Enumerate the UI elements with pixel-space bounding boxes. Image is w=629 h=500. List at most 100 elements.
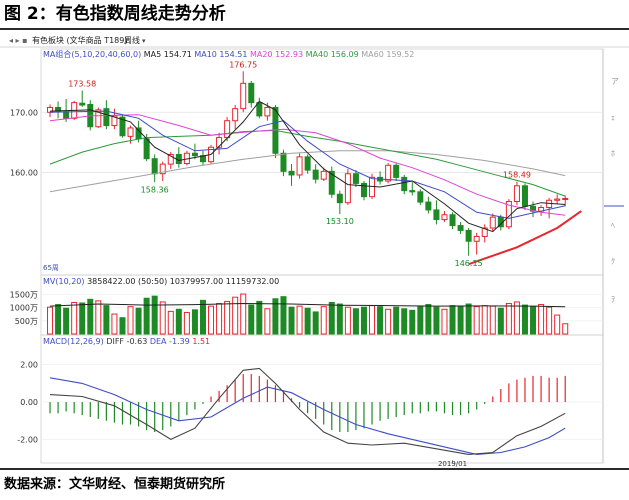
- volume-bar[interactable]: [71, 301, 78, 335]
- candle-body[interactable]: [159, 163, 166, 175]
- volume-bar[interactable]: [248, 304, 255, 335]
- volume-bar[interactable]: [288, 306, 295, 335]
- candle-body[interactable]: [425, 201, 432, 211]
- candle-body[interactable]: [288, 170, 295, 176]
- candle-body[interactable]: [280, 152, 287, 172]
- volume-bar[interactable]: [449, 305, 456, 335]
- candle-body[interactable]: [264, 106, 271, 117]
- volume-bar[interactable]: [513, 301, 520, 335]
- candle-body[interactable]: [248, 82, 255, 104]
- candle-body[interactable]: [344, 173, 351, 204]
- volume-bar[interactable]: [256, 300, 263, 335]
- volume-bar[interactable]: [280, 296, 287, 335]
- chevron-down-icon[interactable]: ▾: [142, 37, 146, 45]
- candle-body[interactable]: [465, 229, 472, 242]
- volume-bar[interactable]: [103, 305, 110, 335]
- volume-bar[interactable]: [191, 309, 198, 335]
- volume-bar[interactable]: [216, 303, 223, 335]
- candle-body[interactable]: [191, 152, 198, 157]
- candle-body[interactable]: [513, 185, 520, 202]
- volume-bar[interactable]: [312, 311, 319, 335]
- volume-bar[interactable]: [232, 296, 239, 335]
- volume-bar[interactable]: [481, 305, 488, 335]
- volume-bar[interactable]: [328, 301, 335, 335]
- volume-bar[interactable]: [183, 311, 190, 335]
- candle-body[interactable]: [360, 182, 367, 198]
- candle-body[interactable]: [409, 190, 416, 193]
- candle-body[interactable]: [336, 193, 343, 204]
- volume-bar[interactable]: [344, 306, 351, 335]
- candle-body[interactable]: [417, 191, 424, 203]
- volume-bar[interactable]: [457, 305, 464, 335]
- volume-bar[interactable]: [175, 308, 182, 335]
- candle-body[interactable]: [224, 120, 231, 139]
- volume-bar[interactable]: [352, 308, 359, 335]
- volume-bar[interactable]: [304, 307, 311, 335]
- volume-bar[interactable]: [530, 306, 537, 335]
- volume-bar[interactable]: [385, 308, 392, 335]
- volume-bar[interactable]: [441, 308, 448, 335]
- candle-body[interactable]: [530, 205, 537, 212]
- candle-body[interactable]: [216, 137, 223, 148]
- volume-bar[interactable]: [562, 323, 569, 335]
- volume-bar[interactable]: [55, 304, 62, 335]
- volume-bar[interactable]: [111, 313, 118, 335]
- volume-bar[interactable]: [360, 306, 367, 335]
- volume-bar[interactable]: [296, 305, 303, 335]
- volume-bar[interactable]: [264, 308, 271, 335]
- volume-bar[interactable]: [159, 301, 166, 335]
- volume-bar[interactable]: [119, 317, 126, 335]
- chart-frame[interactable]: ◂ ▸ ▪ 有色板块 (文华商品 T189) 周线 ▾ 160.00 170.00…: [0, 32, 629, 468]
- volume-bar[interactable]: [272, 298, 279, 335]
- candle-body[interactable]: [449, 214, 456, 227]
- volume-bar[interactable]: [224, 300, 231, 335]
- candle-body[interactable]: [457, 225, 464, 231]
- toolbar-period[interactable]: 周线: [124, 35, 140, 45]
- candle-body[interactable]: [143, 138, 150, 160]
- candle-body[interactable]: [151, 158, 158, 175]
- candle-body[interactable]: [79, 102, 86, 106]
- volume-bar[interactable]: [47, 306, 54, 335]
- volume-bar[interactable]: [401, 308, 408, 335]
- candle-body[interactable]: [296, 156, 303, 176]
- candle-body[interactable]: [562, 197, 569, 200]
- volume-bar[interactable]: [240, 293, 247, 335]
- candle-body[interactable]: [481, 227, 488, 237]
- volume-bar[interactable]: [208, 305, 215, 335]
- volume-bar[interactable]: [369, 305, 376, 335]
- candle-body[interactable]: [328, 170, 335, 195]
- candle-body[interactable]: [554, 198, 561, 201]
- volume-bar[interactable]: [538, 304, 545, 335]
- chart-svg[interactable]: ◂ ▸ ▪ 有色板块 (文华商品 T189) 周线 ▾ 160.00 170.00…: [0, 32, 629, 468]
- volume-bar[interactable]: [425, 304, 432, 335]
- candle-body[interactable]: [95, 109, 102, 128]
- volume-bar[interactable]: [377, 306, 384, 335]
- candle-body[interactable]: [240, 82, 247, 110]
- toolbar-instrument[interactable]: 有色板块 (文华商品 T189): [32, 35, 127, 45]
- candle-body[interactable]: [385, 164, 392, 182]
- candle-body[interactable]: [433, 209, 440, 221]
- volume-bar[interactable]: [489, 305, 496, 335]
- candle-body[interactable]: [119, 116, 126, 137]
- volume-bar[interactable]: [546, 306, 553, 335]
- volume-bar[interactable]: [199, 299, 206, 335]
- right-scroll-strip[interactable]: ア ｪ ﾎ ﾍ ｸ ｦ: [604, 77, 624, 304]
- candle-body[interactable]: [232, 108, 239, 122]
- candle-body[interactable]: [312, 169, 319, 180]
- candle-body[interactable]: [256, 102, 263, 117]
- candle-body[interactable]: [352, 173, 359, 184]
- candle-body[interactable]: [489, 216, 496, 229]
- candle-body[interactable]: [63, 111, 70, 119]
- volume-bar[interactable]: [433, 306, 440, 335]
- candle-body[interactable]: [304, 156, 311, 171]
- candle-body[interactable]: [111, 115, 118, 127]
- volume-bar[interactable]: [473, 306, 480, 335]
- volume-bar[interactable]: [95, 300, 102, 335]
- volume-bar[interactable]: [393, 306, 400, 335]
- volume-bar[interactable]: [320, 306, 327, 335]
- candle-body[interactable]: [521, 185, 528, 207]
- volume-bar[interactable]: [151, 295, 158, 335]
- candle-body[interactable]: [167, 153, 174, 165]
- toolbar-icons[interactable]: ◂ ▸ ▪: [9, 36, 28, 45]
- volume-bar[interactable]: [409, 309, 416, 335]
